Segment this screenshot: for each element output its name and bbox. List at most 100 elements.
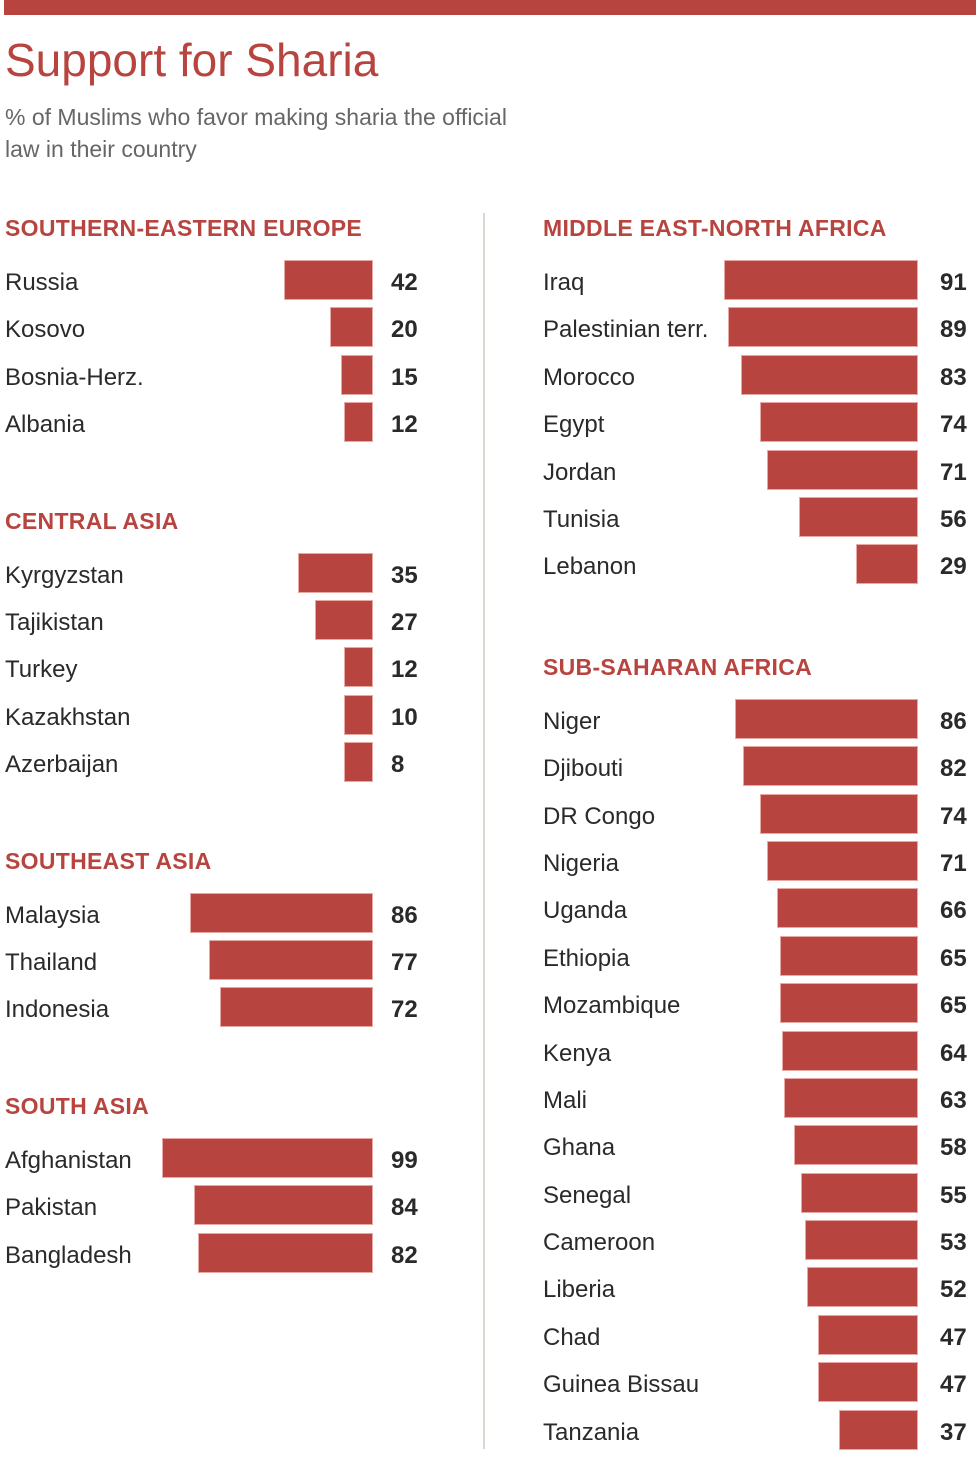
bar-row-djibouti: Djibouti 82 [543, 746, 980, 793]
value-label: 86 [940, 707, 967, 735]
bar-row-indonesia: Indonesia 72 [5, 987, 441, 1034]
value-label: 15 [391, 363, 418, 391]
bar-lebanon [856, 544, 918, 585]
country-label: Lebanon [543, 553, 637, 581]
country-label: Chad [543, 1323, 601, 1351]
bar-egypt [760, 402, 918, 443]
bar-tajikistan [315, 599, 373, 640]
bar-dr-congo [760, 793, 918, 834]
country-label: Morocco [543, 363, 636, 391]
bar-row-mozambique: Mozambique 65 [543, 983, 980, 1030]
value-label: 12 [391, 656, 418, 684]
bar-pakistan [194, 1185, 373, 1226]
bar-tanzania [839, 1409, 918, 1450]
bar-row-kosovo: Kosovo 20 [5, 307, 441, 354]
country-label: Russia [5, 269, 79, 296]
country-label: Indonesia [5, 996, 110, 1024]
value-label: 89 [940, 316, 967, 344]
value-label: 91 [940, 269, 967, 296]
country-label: Cameroon [543, 1229, 656, 1257]
country-label: Ethiopia [543, 944, 630, 972]
region-heading: SUB-SAHARAN AFRICA [543, 653, 813, 680]
bar-russia [283, 260, 373, 300]
value-label: 82 [940, 755, 967, 783]
country-label: Iraq [543, 269, 585, 296]
country-label: Jordan [543, 458, 617, 486]
value-label: 72 [391, 996, 418, 1024]
country-label: Malaysia [5, 901, 100, 929]
value-label: 74 [940, 802, 967, 830]
bar-row-niger: Niger 86 [543, 698, 980, 746]
top-accent-bar [4, 0, 976, 15]
bar-row-iraq: Iraq 91 [543, 260, 980, 307]
bar-bosnia-herz [341, 354, 373, 395]
value-label: 71 [940, 458, 967, 486]
country-label: Pakistan [5, 1194, 98, 1222]
bar-iraq [724, 260, 918, 300]
region-heading: SOUTHERN-EASTERN EUROPE [5, 215, 363, 241]
bar-row-jordan: Jordan 71 [543, 449, 980, 497]
country-label: Djibouti [543, 755, 624, 783]
value-label: 47 [940, 1323, 967, 1351]
value-label: 20 [391, 316, 418, 344]
bar-row-turkey: Turkey 12 [5, 647, 441, 694]
bar-row-dr-congo: DR Congo 74 [543, 793, 980, 841]
value-label: 8 [391, 751, 405, 779]
region-sub-saharan-africa: SUB-SAHARAN AFRICA Niger 86 Djibouti 82 DR Co… [543, 652, 980, 1457]
bar-row-afghanistan: Afghanistan 99 [5, 1137, 441, 1185]
country-label: Liberia [543, 1276, 616, 1304]
value-label: 71 [940, 849, 967, 877]
country-label: Kenya [543, 1039, 612, 1067]
bar-row-azerbaijan: Azerbaijan 8 [5, 742, 441, 789]
country-label: Mali [543, 1086, 588, 1114]
bar-kazakhstan [344, 694, 373, 735]
bar-row-tunisia: Tunisia 56 [543, 496, 980, 544]
value-label: 64 [940, 1039, 967, 1067]
bar-row-bangladesh: Bangladesh 82 [5, 1232, 441, 1280]
bar-row-mali: Mali 63 [543, 1077, 980, 1125]
bar-malaysia [189, 892, 373, 933]
country-label: Nigeria [543, 849, 620, 877]
value-label: 82 [391, 1241, 418, 1269]
bar-uganda [777, 888, 918, 929]
bar-mozambique [779, 983, 918, 1024]
country-label: Tajikistan [5, 608, 104, 636]
bar-guinea-bissau [817, 1362, 918, 1403]
bar-row-morocco: Morocco 83 [543, 354, 980, 402]
bar-row-bosnia-herz: Bosnia-Herz. 15 [5, 354, 441, 402]
chart-subtitle: % of Muslims who favor making sharia the… [5, 104, 507, 162]
bar-tunisia [798, 496, 918, 537]
bar-ethiopia [779, 935, 918, 976]
value-label: 83 [940, 363, 967, 391]
value-label: 84 [391, 1194, 418, 1222]
region-southern-eastern-europe: SOUTHERN-EASTERN EUROPE Russia 42 Kosovo 20 B… [5, 213, 441, 450]
bar-row-albania: Albania 12 [5, 402, 441, 449]
country-label: Kyrgyzstan [5, 561, 124, 589]
bar-jordan [766, 449, 918, 490]
value-label: 52 [940, 1276, 967, 1304]
bar-nigeria [766, 840, 918, 881]
country-label: Bangladesh [5, 1241, 132, 1269]
country-label: Bosnia-Herz. [5, 363, 144, 391]
bar-row-russia: Russia 42 [5, 260, 441, 307]
value-label: 58 [940, 1134, 967, 1162]
country-label: Afghanistan [5, 1146, 132, 1174]
bar-row-cameroon: Cameroon 53 [543, 1220, 980, 1267]
value-label: 53 [940, 1229, 967, 1257]
bar-azerbaijan [344, 742, 373, 783]
country-label: DR Congo [543, 802, 656, 830]
bar-senegal [800, 1172, 918, 1213]
bar-morocco [741, 354, 918, 395]
bar-row-kyrgyzstan: Kyrgyzstan 35 [5, 552, 441, 600]
bar-row-pakistan: Pakistan 84 [5, 1185, 441, 1232]
value-label: 29 [940, 553, 967, 581]
bar-row-egypt: Egypt 74 [543, 402, 980, 449]
value-label: 63 [940, 1086, 967, 1114]
bar-kenya [781, 1030, 918, 1071]
bar-row-nigeria: Nigeria 71 [543, 840, 980, 888]
country-label: Mozambique [543, 992, 681, 1020]
value-label: 66 [940, 897, 967, 925]
country-label: Niger [543, 707, 601, 735]
country-label: Albania [5, 411, 86, 439]
bar-albania [344, 402, 373, 443]
